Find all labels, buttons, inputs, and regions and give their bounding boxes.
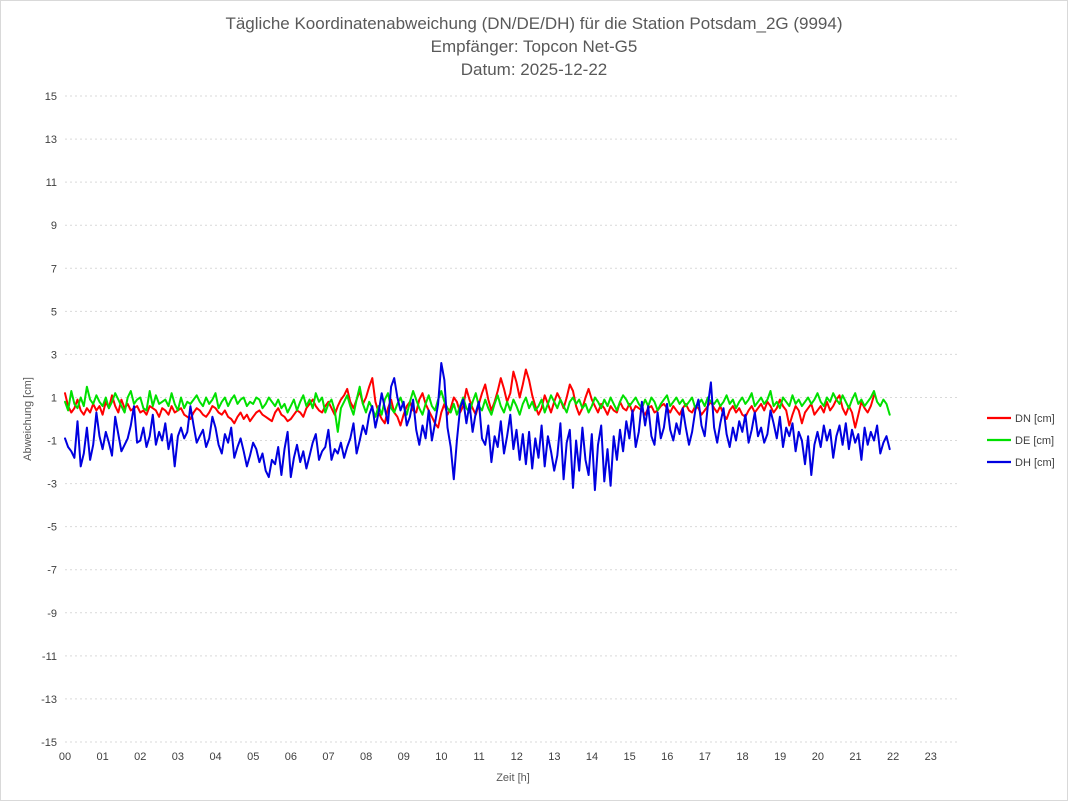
x-tick-label: 10 (435, 751, 447, 763)
x-tick-label: 22 (887, 751, 899, 763)
x-tick-label: 18 (736, 751, 748, 763)
y-tick-label: -11 (42, 651, 57, 663)
chart-title-line-1: Tägliche Koordinatenabweichung (DN/DE/DH… (225, 14, 842, 33)
y-tick-label: -5 (47, 522, 57, 534)
y-tick-label: 13 (45, 134, 57, 146)
y-axis-title: Abweichung [cm] (22, 377, 34, 461)
y-tick-label: -7 (47, 565, 57, 577)
y-tick-label: -15 (41, 737, 57, 749)
x-tick-label: 05 (247, 751, 259, 763)
x-tick-label: 11 (473, 751, 484, 763)
x-axis-ticks: 00 01 02 03 04 05 06 07 08 09 10 11 12 13 14 15 16 17 18 19… (59, 751, 937, 763)
legend-label-de: DE [cm] (1015, 435, 1054, 447)
series-line-dn (64, 368, 875, 429)
x-tick-label: 12 (511, 751, 523, 763)
legend-label-dh: DH [cm] (1015, 457, 1055, 469)
x-tick-label: 01 (97, 751, 109, 763)
x-tick-label: 00 (59, 751, 71, 763)
y-tick-label: 11 (46, 177, 57, 189)
x-tick-label: 16 (661, 751, 673, 763)
x-tick-label: 14 (586, 751, 598, 763)
legend: DN [cm] DE [cm] DH [cm] (987, 413, 1055, 469)
x-tick-label: 02 (134, 751, 146, 763)
x-tick-label: 20 (812, 751, 824, 763)
y-tick-label: 9 (51, 220, 57, 232)
x-tick-label: 06 (285, 751, 297, 763)
y-tick-label: -1 (47, 436, 57, 448)
y-tick-label: 15 (45, 91, 57, 103)
x-tick-label: 21 (849, 751, 861, 763)
x-axis-title: Zeit [h] (496, 772, 530, 784)
y-tick-label: -9 (47, 608, 57, 620)
series-lines (64, 362, 891, 492)
y-tick-label: 1 (51, 392, 57, 404)
y-tick-label: -13 (41, 694, 57, 706)
x-tick-label: 15 (624, 751, 636, 763)
legend-label-dn: DN [cm] (1015, 413, 1055, 425)
series-line-dh (64, 362, 891, 492)
x-tick-label: 17 (699, 751, 711, 763)
y-tick-label: 5 (51, 306, 57, 318)
x-tick-label: 19 (774, 751, 786, 763)
y-tick-label: 3 (51, 349, 57, 361)
x-tick-label: 13 (548, 751, 560, 763)
y-tick-label: 7 (51, 263, 57, 275)
x-tick-label: 04 (209, 751, 221, 763)
y-axis-ticks: 15 13 11 9 7 5 3 1 -1 -3 -5 -7 -9 -11 -13 -15 (41, 91, 57, 749)
series-line-de (64, 385, 891, 433)
x-tick-label: 23 (925, 751, 937, 763)
x-tick-label: 07 (322, 751, 334, 763)
x-tick-label: 09 (398, 751, 410, 763)
x-tick-label: 08 (360, 751, 372, 763)
gridlines (65, 95, 959, 743)
chart-title-line-3: Datum: 2025-12-22 (461, 60, 607, 79)
chart-title-line-2: Empfänger: Topcon Net-G5 (431, 37, 638, 56)
y-tick-label: -3 (47, 479, 57, 491)
x-tick-label: 03 (172, 751, 184, 763)
